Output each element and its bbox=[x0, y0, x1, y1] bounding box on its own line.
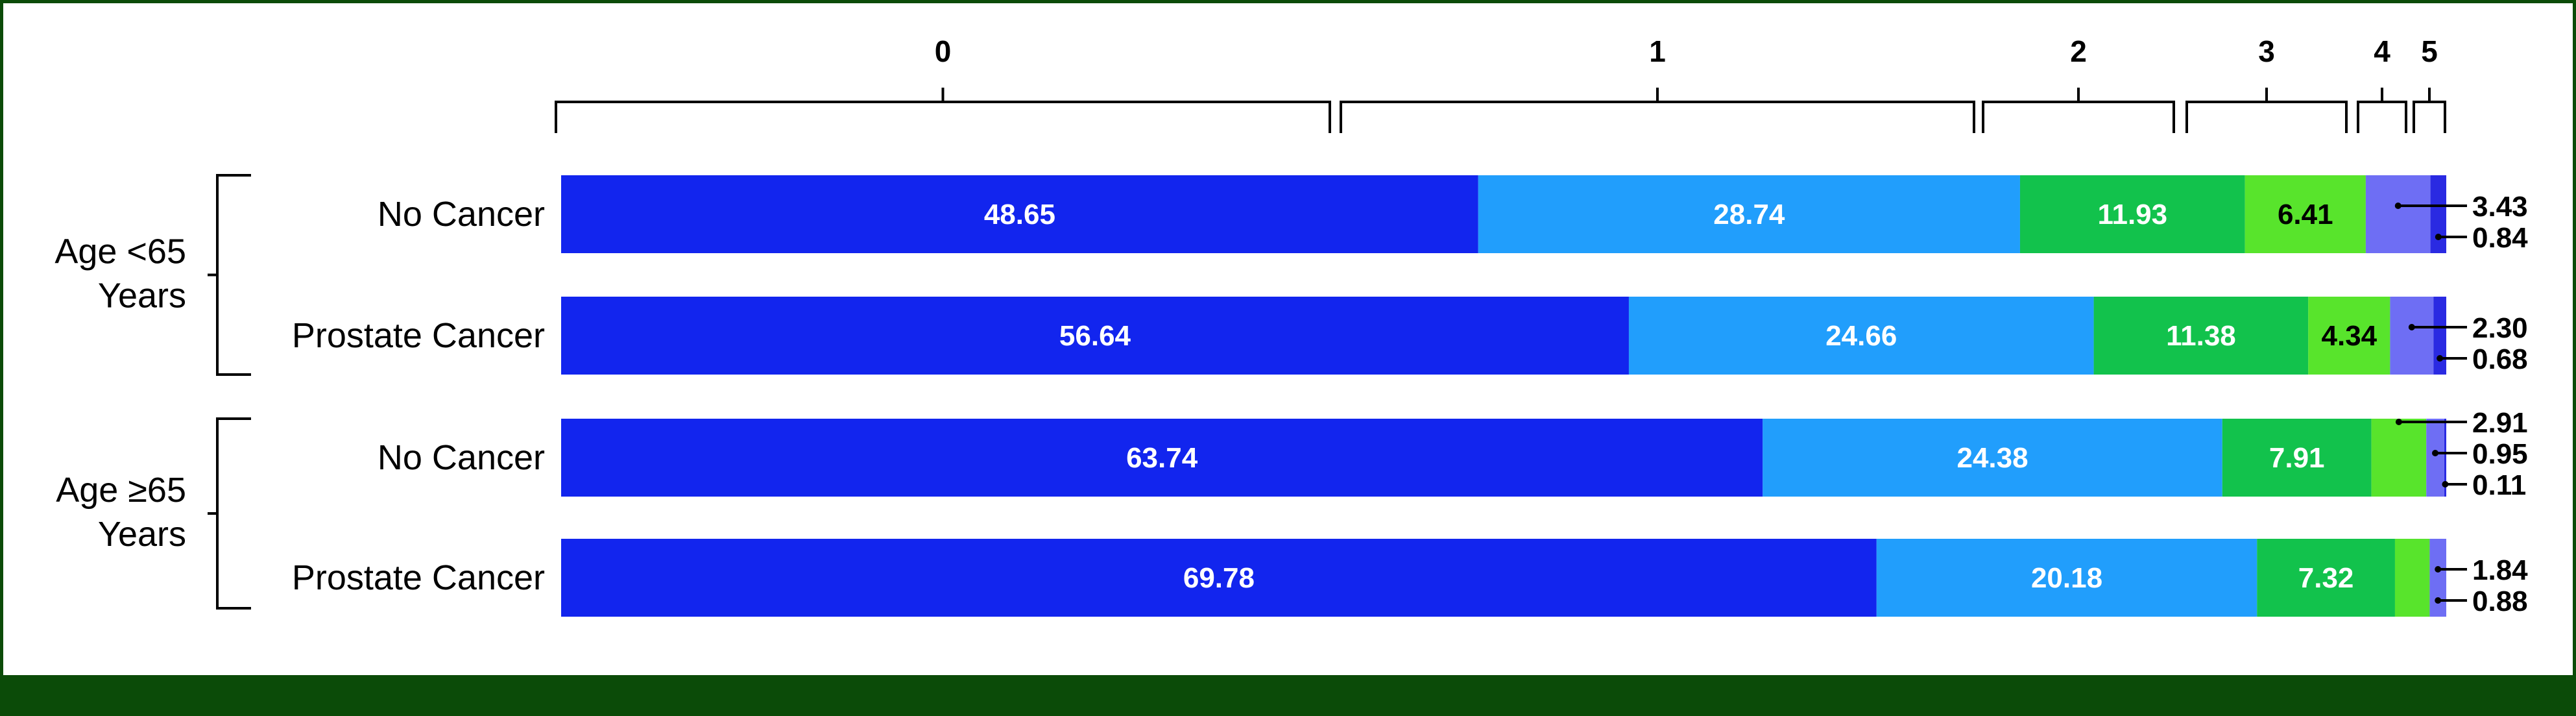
group-label: Years bbox=[98, 277, 186, 315]
bar-segment-4 bbox=[2426, 419, 2444, 497]
callout-dot bbox=[2442, 481, 2449, 488]
bar-value-label: 24.38 bbox=[1956, 442, 2028, 474]
bar-segment-0 bbox=[561, 297, 1629, 375]
callout-dot bbox=[2395, 419, 2402, 425]
bar-segment-5 bbox=[2444, 419, 2446, 497]
callout-value: 2.30 bbox=[2472, 312, 2528, 344]
callout-value: 0.84 bbox=[2472, 222, 2528, 254]
bar-segment-0 bbox=[561, 539, 1877, 617]
callout-dot bbox=[2435, 597, 2442, 604]
bar-value-label: 48.65 bbox=[984, 199, 1055, 230]
bar-value-label: 4.34 bbox=[2322, 320, 2377, 352]
footer-bar bbox=[0, 675, 2576, 716]
callout-value: 0.95 bbox=[2472, 438, 2528, 470]
legend-label: 4 bbox=[2374, 34, 2390, 68]
category-label: No Cancer bbox=[378, 438, 545, 477]
bar-segment-5 bbox=[2430, 175, 2446, 253]
callout-value: 0.88 bbox=[2472, 586, 2528, 617]
callout-dot bbox=[2435, 234, 2442, 240]
legend-bracket bbox=[2413, 88, 2446, 133]
category-label: Prostate Cancer bbox=[292, 316, 545, 355]
legend-label: 1 bbox=[1649, 34, 1666, 68]
bar-value-label: 7.91 bbox=[2269, 442, 2325, 474]
bar-value-label: 11.93 bbox=[2097, 199, 2167, 230]
callout-value: 2.91 bbox=[2472, 407, 2528, 439]
figure-frame: 48.65 28.74 11.93 6.41 No Cancer 56.64 24.66 11… bbox=[0, 0, 2576, 675]
group-label: Age <65 bbox=[54, 232, 186, 271]
bar-value-label: 56.64 bbox=[1059, 320, 1131, 352]
legend-bracket bbox=[2185, 88, 2348, 133]
bar-segment-3 bbox=[2245, 175, 2366, 253]
callout-dot bbox=[2432, 450, 2438, 456]
bar-segment-2 bbox=[2019, 175, 2245, 253]
callout-dot bbox=[2435, 566, 2442, 573]
bar-segment-0 bbox=[561, 419, 1763, 497]
bar-segment-1 bbox=[1478, 175, 2020, 253]
bar-value-label: 28.74 bbox=[1713, 199, 1785, 230]
callout-value: 0.11 bbox=[2472, 469, 2526, 501]
callout-dot bbox=[2408, 324, 2415, 330]
bar-segment-3 bbox=[2371, 419, 2427, 497]
bar-segment-2 bbox=[2222, 419, 2372, 497]
bar-value-label: 6.41 bbox=[2278, 199, 2333, 230]
bar-segment-4 bbox=[2429, 539, 2446, 617]
callout-value: 1.84 bbox=[2472, 554, 2528, 586]
bar-segment-2 bbox=[2093, 297, 2309, 375]
bar-segment-1 bbox=[1876, 539, 2257, 617]
group-label: Years bbox=[98, 515, 186, 554]
bar-segment-4 bbox=[2390, 297, 2434, 375]
legend-bracket bbox=[1340, 88, 1975, 133]
bar-value-label: 24.66 bbox=[1825, 320, 1897, 352]
legend-bracket bbox=[555, 88, 1331, 133]
legend-bracket bbox=[2357, 88, 2407, 133]
legend-bracket bbox=[1982, 88, 2175, 133]
group-label: Age ≥65 bbox=[56, 471, 186, 510]
legend-label: 3 bbox=[2258, 34, 2275, 68]
callout-value: 3.43 bbox=[2472, 191, 2528, 223]
group-bracket bbox=[208, 174, 251, 376]
bar-value-label: 11.38 bbox=[2166, 320, 2236, 352]
bar-segment-3 bbox=[2308, 297, 2390, 375]
legend-label: 0 bbox=[935, 34, 952, 68]
bar-value-label: 20.18 bbox=[2031, 562, 2102, 594]
callout-dot bbox=[2394, 203, 2401, 209]
callout-dot bbox=[2437, 355, 2444, 362]
bar-segment-1 bbox=[1763, 419, 2222, 497]
bar-segment-0 bbox=[561, 175, 1478, 253]
category-label: Prostate Cancer bbox=[292, 558, 545, 597]
legend-label: 2 bbox=[2070, 34, 2087, 68]
bar-value-label: 7.32 bbox=[2298, 562, 2354, 594]
bar-segment-3 bbox=[2394, 539, 2430, 617]
legend-label: 5 bbox=[2421, 34, 2438, 68]
bar-segment-2 bbox=[2257, 539, 2395, 617]
bar-value-label: 69.78 bbox=[1183, 562, 1255, 594]
group-bracket bbox=[208, 417, 251, 610]
category-label: No Cancer bbox=[378, 195, 545, 234]
bar-segment-5 bbox=[2433, 297, 2446, 375]
bar-segment-1 bbox=[1628, 297, 2094, 375]
callout-value: 0.68 bbox=[2472, 343, 2528, 375]
bar-segment-4 bbox=[2365, 175, 2431, 253]
bar-value-label: 63.74 bbox=[1126, 442, 1198, 474]
